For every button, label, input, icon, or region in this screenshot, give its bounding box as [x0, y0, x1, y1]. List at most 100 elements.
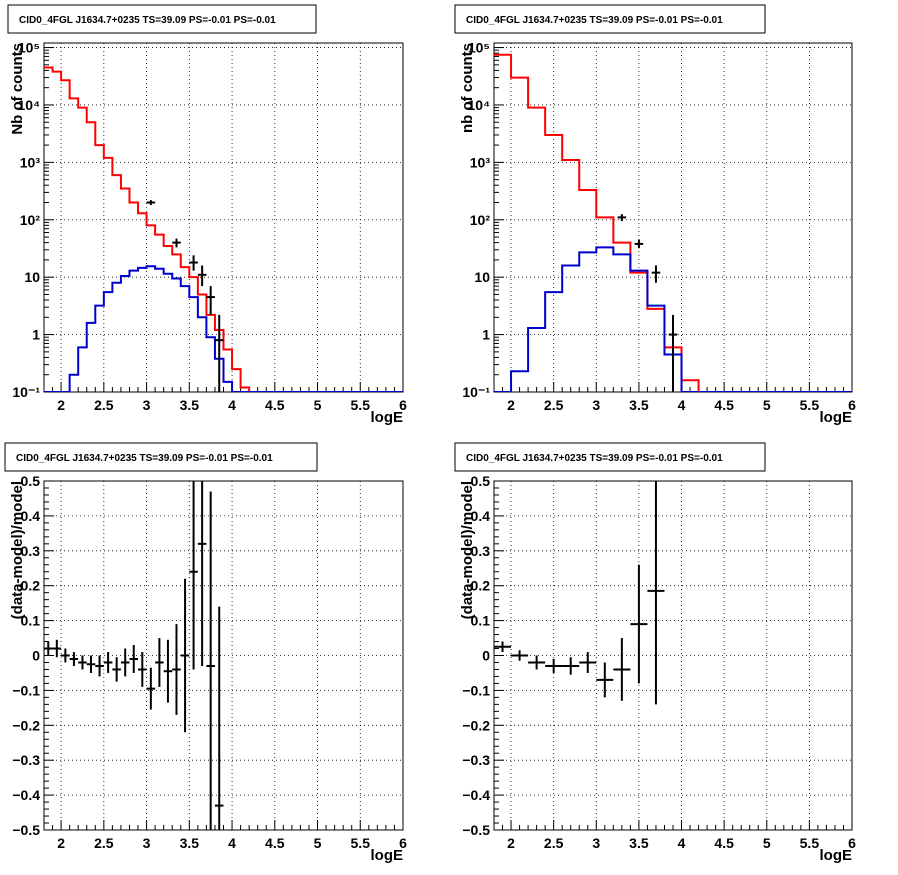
- data-point: [129, 645, 139, 673]
- y-tick-label: 10⁻¹: [12, 384, 40, 400]
- x-tick-label: 3.5: [180, 397, 200, 413]
- x-tick-label: 4: [228, 835, 236, 851]
- chart-pad-4: CID0_4FGL J1634.7+0235 TS=39.09 PS=-0.01…: [454, 442, 856, 864]
- ticks: [43, 47, 404, 393]
- data-point: [61, 648, 70, 663]
- y-axis-title: Nb of counts: [9, 43, 26, 135]
- chart-title: CID0_4FGL J1634.7+0235 TS=39.09 PS=-0.01…: [16, 453, 273, 464]
- x-tick-label: 3.5: [629, 397, 649, 413]
- y-tick-label: 0: [32, 648, 40, 664]
- x-tick-label: 6: [848, 397, 856, 413]
- data-point: [163, 639, 173, 703]
- y-tick-label: 1: [482, 327, 490, 343]
- x-tick-label: 2: [57, 397, 65, 413]
- y-axis-title: (data-model)/model: [459, 481, 476, 619]
- x-tick-label: 4: [228, 397, 236, 413]
- x-tick-label: 3: [143, 397, 151, 413]
- chart-title: CID0_4FGL J1634.7+0235 TS=39.09 PS=-0.01…: [19, 15, 276, 26]
- data-point: [511, 650, 529, 661]
- x-tick-label: 5: [314, 397, 322, 413]
- y-tick-label: 0.5: [21, 473, 41, 489]
- data-point: [146, 200, 156, 206]
- data-point: [155, 638, 164, 687]
- x-tick-label: 2: [507, 835, 515, 851]
- y-tick-label: −0.5: [12, 822, 40, 838]
- y-tick-label: −0.5: [462, 822, 490, 838]
- series-model-line: [44, 66, 403, 392]
- series-area: [494, 53, 852, 392]
- x-tick-label: 5.5: [800, 397, 820, 413]
- data-point: [630, 564, 648, 684]
- ticks: [43, 480, 404, 831]
- y-tick-label: −0.1: [12, 682, 40, 698]
- y-tick-label: 0.1: [21, 613, 41, 629]
- x-tick-label: 2: [57, 835, 65, 851]
- y-axis-title: nb of counts: [459, 43, 476, 133]
- y-tick-label: 0.3: [21, 543, 41, 559]
- y-tick-label: 0.4: [471, 508, 491, 524]
- y-tick-label: 0.2: [21, 578, 41, 594]
- x-tick-label: 2.5: [544, 397, 564, 413]
- series-area: [44, 481, 224, 830]
- x-tick-label: 4: [678, 397, 686, 413]
- x-tick-label: 3.5: [180, 835, 200, 851]
- y-tick-label: 10²: [470, 212, 491, 228]
- chart-title: CID0_4FGL J1634.7+0235 TS=39.09 PS=-0.01…: [466, 15, 723, 26]
- data-point: [613, 638, 631, 701]
- y-tick-label: 10⁵: [468, 40, 490, 56]
- y-tick-label: 10⁴: [18, 97, 41, 113]
- x-tick-label: 3: [592, 397, 600, 413]
- data-point: [651, 265, 661, 283]
- x-tick-label: 3: [592, 835, 600, 851]
- x-tick-label: 5.5: [800, 835, 820, 851]
- y-tick-label: 10⁵: [18, 40, 40, 56]
- y-tick-label: −0.3: [12, 752, 40, 768]
- data-point: [86, 655, 96, 673]
- chart-pad-1: CID0_4FGL J1634.7+0235 TS=39.09 PS=-0.01…: [7, 4, 407, 426]
- x-tick-label: 5.5: [351, 835, 371, 851]
- chart-title: CID0_4FGL J1634.7+0235 TS=39.09 PS=-0.01…: [466, 453, 723, 464]
- y-tick-label: −0.3: [462, 752, 490, 768]
- series-area: [494, 481, 665, 705]
- ticks: [493, 480, 853, 831]
- x-tick-label: 4: [678, 835, 686, 851]
- data-point: [69, 652, 79, 666]
- y-tick-label: 10⁻¹: [462, 384, 490, 400]
- y-tick-label: 10: [474, 269, 490, 285]
- y-tick-label: 10³: [20, 154, 41, 170]
- y-axis-title: (data-model)/model: [9, 481, 26, 619]
- data-point: [120, 648, 130, 677]
- data-point: [634, 239, 644, 249]
- chart-pad-3: CID0_4FGL J1634.7+0235 TS=39.09 PS=-0.01…: [4, 442, 407, 864]
- data-point: [172, 238, 181, 248]
- y-tick-label: −0.1: [462, 682, 490, 698]
- data-point: [180, 578, 190, 733]
- data-point: [138, 652, 147, 687]
- data-point: [44, 641, 53, 656]
- x-tick-label: 4.5: [714, 397, 734, 413]
- y-tick-label: 1: [32, 327, 40, 343]
- data-point: [78, 655, 87, 670]
- series-source-line: [44, 265, 403, 392]
- y-tick-label: 0.1: [471, 613, 491, 629]
- x-axis-title: logE: [820, 847, 853, 864]
- x-tick-label: 3: [143, 835, 151, 851]
- x-tick-label: 5: [763, 835, 771, 851]
- y-tick-label: 10³: [470, 154, 491, 170]
- y-tick-label: −0.2: [462, 717, 490, 733]
- y-tick-label: 10⁴: [468, 97, 491, 113]
- data-point: [103, 652, 113, 673]
- data-point: [197, 265, 207, 287]
- data-point: [647, 481, 665, 705]
- title-box: [4, 442, 318, 472]
- data-point: [545, 658, 563, 673]
- x-axis-title: logE: [820, 409, 853, 426]
- series-area: [44, 66, 403, 392]
- x-axis-title: logE: [371, 847, 404, 864]
- data-point: [579, 652, 597, 673]
- data-point: [494, 641, 512, 653]
- y-tick-label: −0.4: [462, 787, 490, 803]
- data-point: [528, 655, 546, 670]
